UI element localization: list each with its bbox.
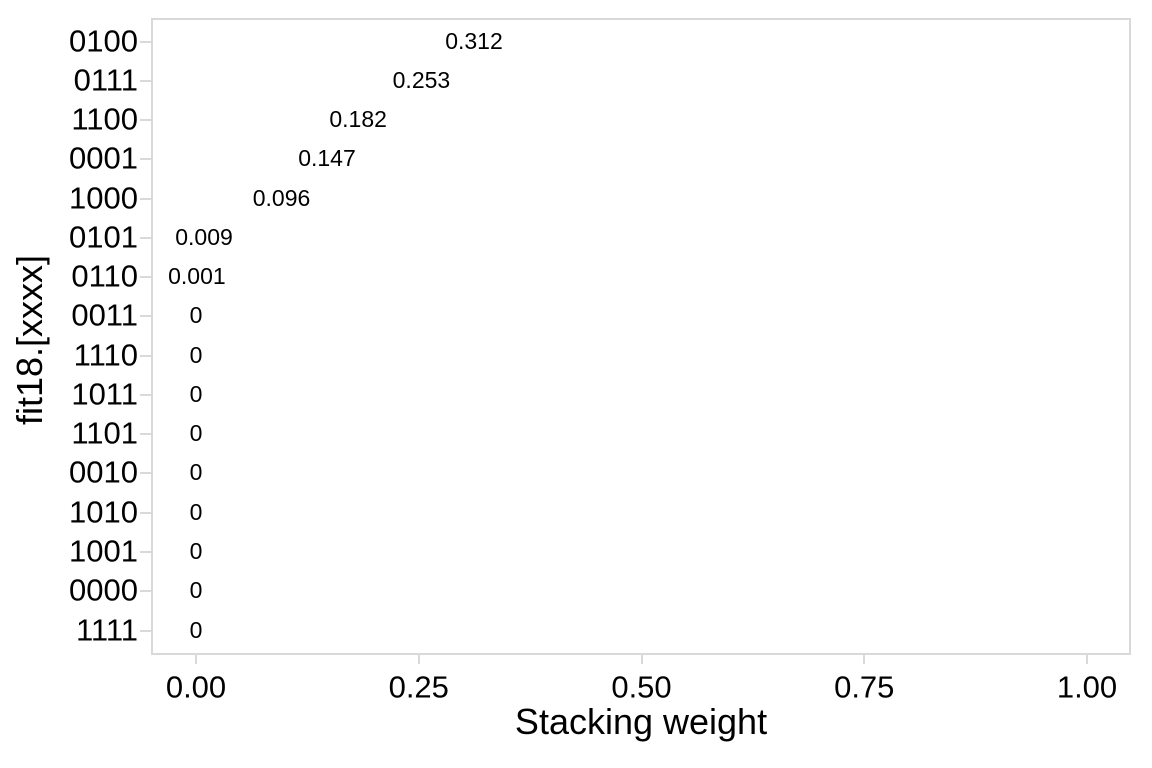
x-tick-label: 0.00 [165,669,227,705]
y-tick-label: 1011 [71,376,138,412]
y-tick-label: 0110 [71,258,138,294]
y-tick-mark [140,433,151,436]
y-tick-mark [140,119,151,122]
y-tick-label: 0111 [73,62,138,98]
y-tick-mark [140,79,151,82]
x-tick-mark [195,655,197,664]
x-tick-label: 0.50 [611,669,672,705]
y-tick-mark [140,354,151,357]
y-tick-label: 0011 [71,297,138,333]
y-tick-mark [140,158,151,161]
value-label: 0 [189,498,203,525]
value-label: 0 [189,577,203,604]
x-tick-mark [1086,655,1088,664]
y-tick-label: 0010 [69,454,138,490]
value-label: 0 [189,302,203,329]
y-tick-mark [140,40,151,43]
x-tick-label: 0.25 [388,669,449,705]
y-tick-label: 1001 [69,533,138,569]
chart-panel [151,18,1131,655]
value-label: 0.009 [175,223,233,250]
y-tick-label: 1111 [75,611,138,647]
value-label: 0 [189,616,203,643]
y-tick-label: 1010 [69,493,138,529]
x-axis-title: Stacking weight [514,701,768,742]
y-tick-label: 1100 [71,101,138,137]
value-label: 0.001 [168,263,226,290]
value-label: 0.312 [445,27,503,54]
value-label: 0.147 [298,145,356,172]
y-tick-label: 1000 [69,179,138,215]
x-tick-label: 1.00 [1056,669,1118,705]
x-tick-mark [863,655,866,664]
value-label: 0 [189,459,203,486]
x-tick-mark [417,655,420,664]
value-label: 0 [189,420,203,447]
value-label: 0.096 [252,184,311,211]
x-tick-mark [640,655,643,664]
y-axis-title: fit18.[xxxx] [9,254,50,426]
y-tick-mark [140,315,151,318]
y-tick-label: 0101 [69,219,138,255]
y-tick-mark [140,276,151,279]
y-tick-mark [140,236,151,239]
value-label: 0 [189,380,203,407]
y-tick-mark [140,472,151,475]
value-label: 0 [189,538,203,565]
y-tick-label: 1110 [73,336,138,372]
value-label: 0.182 [329,106,387,133]
y-tick-mark [140,629,151,632]
y-tick-mark [140,393,151,396]
y-tick-label: 1101 [71,415,138,451]
y-tick-mark [140,590,151,593]
y-tick-label: 0000 [69,572,138,608]
y-tick-label: 0100 [69,22,138,58]
y-tick-mark [140,511,151,514]
value-label: 0 [189,341,203,368]
y-tick-label: 0001 [69,140,138,176]
x-tick-label: 0.75 [834,669,895,705]
y-tick-mark [140,550,151,553]
y-tick-mark [140,197,151,200]
value-label: 0.253 [392,66,451,93]
